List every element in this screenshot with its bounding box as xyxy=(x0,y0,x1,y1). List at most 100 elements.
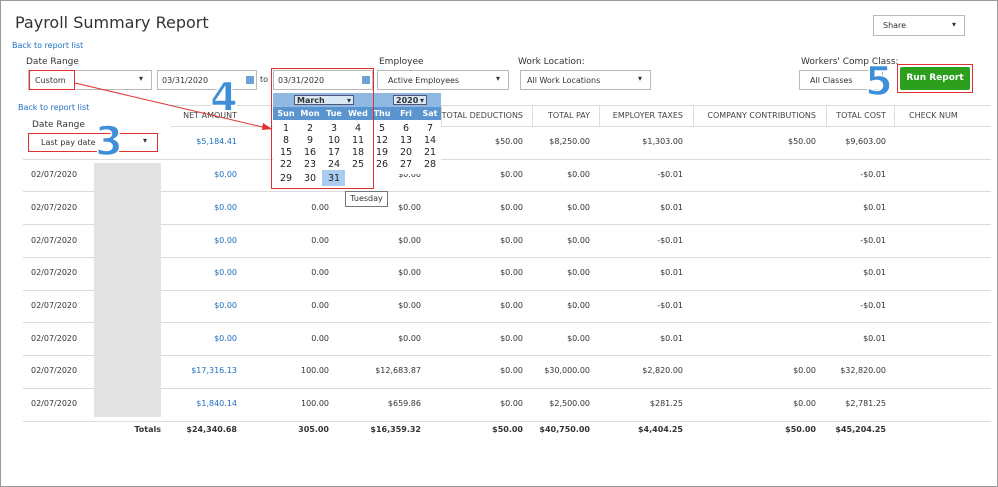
table-cell: $0.00 xyxy=(567,301,590,310)
table-cell: $0.00 xyxy=(398,203,421,212)
column-separator xyxy=(826,105,827,126)
total-cell: 305.00 xyxy=(298,425,329,434)
calendar-day: 31 xyxy=(327,173,341,184)
employee-value: Active Employees xyxy=(388,76,460,85)
back-link[interactable]: Back to report list xyxy=(12,41,84,50)
calendar-day: 28 xyxy=(423,159,437,170)
calendar-day: 24 xyxy=(327,159,341,170)
calendar-day: 5 xyxy=(378,123,386,134)
table-cell: $30,000.00 xyxy=(544,366,590,375)
table-cell: $0.00 xyxy=(214,236,237,245)
year-select[interactable]: 2020 ▾ xyxy=(393,95,427,105)
annotation-arrow xyxy=(74,82,272,130)
table-cell: $0.00 xyxy=(500,366,523,375)
panel-date-range-value: Last pay date xyxy=(41,138,96,147)
row-line xyxy=(23,257,991,258)
arrow-head xyxy=(262,123,272,130)
work-location-select[interactable]: All Work Locations ▾ xyxy=(520,70,651,90)
to-date-input[interactable]: 03/31/2020 xyxy=(273,70,373,90)
table-cell: -$0.01 xyxy=(860,236,886,245)
to-date: 03/31/2020 xyxy=(278,76,325,85)
column-separator xyxy=(894,105,895,126)
table-cell: $0.00 xyxy=(500,301,523,310)
year: 2020 xyxy=(396,96,419,105)
date-cell: 02/07/2020 xyxy=(31,268,78,277)
calendar-day: 26 xyxy=(375,159,389,170)
calendar-day: 20 xyxy=(399,147,413,158)
dropdown-arrow: ▾ xyxy=(638,74,643,83)
table-cell: $1,840.14 xyxy=(196,399,237,408)
calendar-day: 6 xyxy=(402,123,410,134)
table-cell: $0.01 xyxy=(863,268,886,277)
share-select[interactable]: Share ▾ xyxy=(873,15,965,36)
table-cell: $0.00 xyxy=(500,334,523,343)
column-header: CHECK NUM xyxy=(909,111,958,120)
highlight-box xyxy=(29,70,75,90)
comp-class-select[interactable]: All Classes ▾ xyxy=(799,70,883,90)
panel-date-range-select[interactable]: Last pay date ▾ xyxy=(28,133,158,152)
panel-back-link[interactable]: Back to report list xyxy=(18,103,90,112)
table-cell: $0.00 xyxy=(214,203,237,212)
run-report-button[interactable]: Run Report xyxy=(900,67,970,90)
row-line xyxy=(23,191,991,192)
from-date: 03/31/2020 xyxy=(162,76,209,85)
table-cell: $50.00 xyxy=(788,137,816,146)
calendar-day: 4 xyxy=(354,123,362,134)
table-cell: $32,820.00 xyxy=(840,366,886,375)
total-cell: $4,404.25 xyxy=(637,425,683,434)
calendar-day: 1 xyxy=(282,123,290,134)
panel-date-range-label: Date Range xyxy=(32,120,85,130)
from-date-input[interactable]: 03/31/2020 xyxy=(157,70,257,90)
table-cell: $0.00 xyxy=(567,268,590,277)
callout: 3 xyxy=(94,118,123,166)
table-cell: -$0.01 xyxy=(860,170,886,179)
total-cell: $50.00 xyxy=(785,425,816,434)
dropdown-arrow: ▾ xyxy=(419,96,424,105)
calendar-day: 2 xyxy=(306,123,314,134)
table-cell: $8,250.00 xyxy=(549,137,590,146)
calendar-day: 14 xyxy=(423,135,437,146)
to-label: to xyxy=(260,75,269,84)
calendar-day: 12 xyxy=(375,135,389,146)
month-select[interactable]: March ▾ xyxy=(294,95,354,105)
calendar-day: 23 xyxy=(303,159,317,170)
weekday: Fri xyxy=(400,109,412,118)
table-cell: 0.00 xyxy=(311,203,329,212)
table-cell: $0.00 xyxy=(398,236,421,245)
date-cell: 02/07/2020 xyxy=(31,203,78,212)
table-cell: -$0.01 xyxy=(657,236,683,245)
row-line xyxy=(23,388,991,389)
table-cell: $2,820.00 xyxy=(642,366,683,375)
dropdown-arrow: ▾ xyxy=(870,74,875,83)
calendar-day: 11 xyxy=(351,135,365,146)
calendar-day: 29 xyxy=(279,173,293,184)
total-cell: $24,340.68 xyxy=(186,425,237,434)
table-cell: 0.00 xyxy=(311,301,329,310)
tooltip: Tuesday xyxy=(345,191,388,207)
column-separator xyxy=(532,105,533,126)
row-line xyxy=(23,355,991,356)
selected-day xyxy=(322,170,345,186)
total-cell: Totals xyxy=(134,425,161,434)
employee-select[interactable]: Active Employees ▾ xyxy=(377,70,509,90)
date-range-label: Date Range xyxy=(26,57,79,67)
table-cell: $0.00 xyxy=(214,268,237,277)
row-line xyxy=(23,105,991,106)
date-range-select[interactable]: Custom ▾ xyxy=(28,70,152,90)
date-cell: 02/07/2020 xyxy=(31,334,78,343)
table-cell: 0.00 xyxy=(311,334,329,343)
table-cell: $0.01 xyxy=(660,268,683,277)
calendar-day: 17 xyxy=(327,147,341,158)
row-line xyxy=(23,126,991,127)
calendar-day: 15 xyxy=(279,147,293,158)
row-line xyxy=(23,224,991,225)
table-cell: $0.00 xyxy=(398,301,421,310)
calendar-day: 7 xyxy=(426,123,434,134)
table-cell: -$0.01 xyxy=(657,170,683,179)
calendar-day: 25 xyxy=(351,159,365,170)
table-cell: $0.00 xyxy=(567,236,590,245)
table-cell: $0.00 xyxy=(567,203,590,212)
calendar-day: 19 xyxy=(375,147,389,158)
total-cell: $16,359.32 xyxy=(370,425,421,434)
